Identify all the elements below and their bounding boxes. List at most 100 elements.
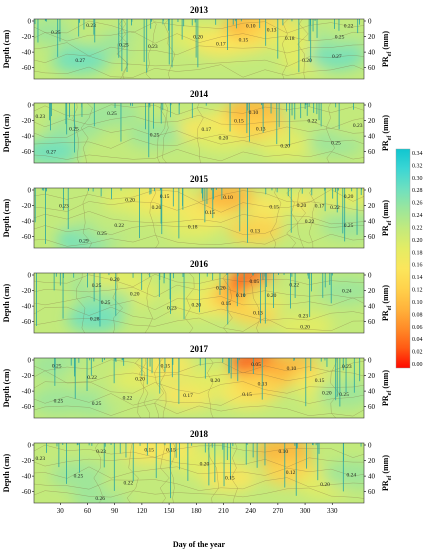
precip-bar <box>91 443 93 446</box>
contour-label: 0.13 <box>250 228 260 234</box>
precip-bar <box>291 103 293 116</box>
precip-bar <box>59 19 61 42</box>
contour-label: 0.25 <box>344 223 354 229</box>
precip-bar <box>153 103 154 129</box>
precip-bar <box>294 103 296 120</box>
precip-bar <box>311 273 312 292</box>
precip-bar <box>66 443 67 484</box>
precip-bar <box>300 103 302 119</box>
precip-bar <box>46 188 47 192</box>
field-blob <box>35 191 92 220</box>
precip-bar <box>141 358 143 377</box>
precip-bar <box>74 358 76 373</box>
precip-bar <box>318 443 320 454</box>
moisture-field <box>34 443 364 503</box>
precip-bar <box>36 273 37 326</box>
precip-bar <box>108 273 110 276</box>
panel-title: 2018 <box>190 429 209 439</box>
field-blobs <box>35 188 364 248</box>
precip-bar <box>307 273 309 279</box>
precip-bar <box>360 443 362 447</box>
right-axis-title-unit: (mm) <box>381 31 390 52</box>
contour-label: 0.22 <box>289 282 299 288</box>
precip-bar <box>305 358 307 407</box>
precip-bar <box>210 188 212 191</box>
precip-bar <box>245 443 247 465</box>
contour-label: 0.15 <box>166 448 176 454</box>
contour-lines <box>34 358 364 418</box>
precip-bar <box>93 273 95 302</box>
precip-bar <box>54 358 56 367</box>
contour-label: 0.20 <box>300 324 310 330</box>
contour-label: 0.23 <box>59 204 69 210</box>
field-blob <box>73 443 130 466</box>
precip-bar <box>148 103 150 158</box>
precip-bar <box>278 103 280 128</box>
contour-label: 0.25 <box>92 283 102 289</box>
precip-bar <box>265 188 267 195</box>
precip-bars <box>36 273 333 327</box>
precip-bar <box>270 103 272 114</box>
contour-label: 0.25 <box>101 300 111 306</box>
contour-label: 0.20 <box>110 277 120 283</box>
y-axis-title: Depth (cm) <box>2 283 11 322</box>
contour-line <box>34 296 364 310</box>
precip-bar <box>131 19 132 26</box>
precip-bar <box>150 188 152 194</box>
contour-label: 0.25 <box>54 398 64 404</box>
field-blob <box>52 45 109 74</box>
precip-bar <box>78 19 80 37</box>
depth-tick-label: 0 <box>28 102 32 110</box>
precip-bar <box>132 273 134 278</box>
x-tick-label: 210 <box>218 507 229 515</box>
precip-bar <box>204 188 206 223</box>
precip-bar <box>312 19 314 32</box>
precip-bar <box>92 188 94 192</box>
precip-bar <box>273 273 274 308</box>
precip-bar <box>294 443 296 446</box>
precip-bar <box>132 443 134 482</box>
precip-bar <box>359 19 360 25</box>
contour-line <box>144 273 153 333</box>
precip-bar <box>115 358 117 362</box>
precip-bar <box>88 443 90 446</box>
precip-bar <box>130 103 131 106</box>
colorbar-tick-label: 0.08 <box>412 312 423 318</box>
contour-label: 0.20 <box>267 293 277 299</box>
precip-bar <box>178 358 180 404</box>
precip-bar <box>356 188 358 235</box>
contour-line <box>116 19 129 79</box>
contour-label: 0.17 <box>183 393 193 399</box>
precip-bar <box>324 188 326 212</box>
precip-bar <box>221 188 223 200</box>
precip-bar <box>265 273 267 287</box>
contour-line <box>34 487 364 499</box>
precip-bar <box>336 358 338 397</box>
right-axis-title-unit: (mm) <box>381 370 390 391</box>
contour-label: 0.12 <box>286 470 296 476</box>
x-axis: 30 60 90 120 150 180 210 240 270 300 330 Day of the… <box>57 503 338 549</box>
precip-bar <box>353 103 354 110</box>
contour-line <box>34 466 364 479</box>
contour-label: 0.25 <box>331 140 341 146</box>
field-blob <box>64 363 121 392</box>
contour-label: 0.20 <box>320 482 330 488</box>
panel-title: 2016 <box>190 259 209 269</box>
contour-label: 0.27 <box>332 54 342 60</box>
contour-line <box>325 103 335 163</box>
field-blob <box>329 111 364 140</box>
contour-line <box>34 381 364 394</box>
x-tick-label: 270 <box>273 507 284 515</box>
pr-tick-label: 60 <box>368 318 376 326</box>
precip-bar <box>310 19 312 63</box>
contour-label: 0.23 <box>96 449 106 455</box>
field-blob <box>83 103 140 127</box>
precip-bar <box>294 273 296 298</box>
precip-bar <box>315 443 317 446</box>
contour-line <box>159 443 170 503</box>
precip-bar <box>276 188 278 193</box>
precip-bar <box>314 19 316 21</box>
precip-bar <box>170 443 171 499</box>
contour-line <box>34 403 364 417</box>
precip-bar <box>161 188 163 235</box>
